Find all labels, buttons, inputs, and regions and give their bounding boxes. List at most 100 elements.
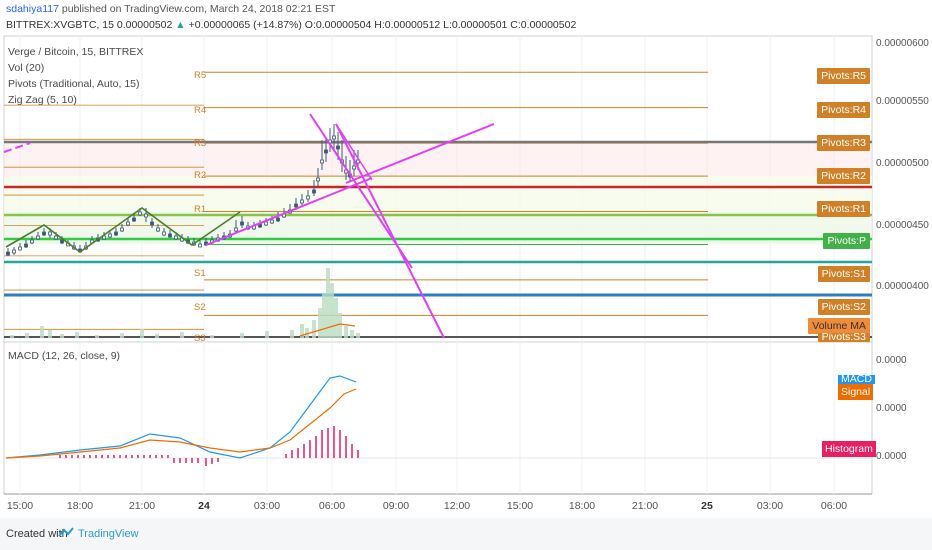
publish-header: sdahiya117 published on TradingView.com,…	[6, 3, 335, 15]
macd-line	[5, 375, 357, 459]
price-tick: 0.00000400	[876, 281, 929, 292]
trendline-peak	[335, 123, 373, 181]
time-tick: 15:00	[6, 500, 34, 512]
volume-bar	[210, 335, 214, 338]
candle-body	[48, 231, 52, 236]
volume-ma-tag: Volume MA	[808, 318, 870, 334]
candle-body	[120, 227, 124, 232]
volume-bar	[350, 330, 354, 338]
pivot-tag-s2: Pivots:S2	[817, 299, 870, 315]
macd-tick: 0.0000	[876, 355, 907, 366]
time-tick: 06:00	[820, 500, 848, 512]
candle-body	[144, 213, 148, 218]
up-arrow-icon: ▲	[175, 19, 186, 31]
candle-body	[138, 211, 142, 216]
volume-bar	[305, 328, 309, 338]
time-tick: 06:00	[318, 500, 346, 512]
volume-bar	[120, 333, 124, 338]
candle-body	[198, 243, 202, 248]
candle-body	[114, 231, 118, 236]
price-tick: 0.00000550	[876, 96, 929, 107]
pivot-tag-s1: Pivots:S1	[817, 266, 870, 282]
pivot-tag-r1: Pivots:R1	[817, 201, 870, 217]
pivot-label-s3: S3	[194, 333, 206, 344]
candle-body	[240, 221, 244, 226]
candle-body	[30, 239, 34, 244]
chart-title-legend: Verge / Bitcoin, 15, BITTREX	[8, 46, 144, 58]
candle-body	[264, 221, 268, 226]
pivot-band-r3-r2	[4, 143, 872, 177]
price-tick: 0.00000450	[876, 220, 929, 231]
candle-body	[108, 233, 112, 238]
pivot-band-r2-r1	[4, 176, 872, 212]
candle-body	[312, 189, 316, 194]
symbol-header: BITTREX:XVGBTC, 15 0.00000502 ▲ +0.00000…	[6, 19, 576, 31]
candle-body	[168, 233, 172, 238]
time-tick: 03:00	[253, 500, 281, 512]
candle-body	[162, 231, 166, 236]
ohlc-values: O:0.00000504 H:0.00000512 L:0.00000501 C…	[304, 19, 577, 31]
last-price: 0.00000502	[116, 19, 173, 31]
volume-bar	[330, 283, 334, 338]
tradingview-logo-icon	[58, 527, 74, 537]
candle-body	[12, 249, 16, 254]
trendline-support	[205, 177, 373, 246]
volume-bar	[312, 320, 316, 338]
time-tick: 21:00	[631, 500, 659, 512]
macd-value-tag: MACD	[838, 375, 875, 384]
volume-bar	[75, 332, 79, 338]
pivot-label-s2: S2	[194, 302, 206, 313]
macd-legend[interactable]: MACD (12, 26, close, 9)	[8, 350, 121, 362]
created-with-label: Created with	[6, 528, 68, 540]
time-tick: 03:00	[756, 500, 784, 512]
volume-bar	[290, 330, 294, 338]
candle-body	[300, 199, 304, 204]
volume-ma-line	[299, 323, 356, 337]
candle-body	[6, 251, 10, 256]
zigzag-legend[interactable]: Zig Zag (5, 10)	[8, 94, 77, 106]
candle-body	[150, 221, 154, 226]
trendline-down-2	[335, 123, 445, 339]
pivot-tag-r5: Pivots:R5	[817, 68, 870, 84]
pivot-tag-r2: Pivots:R2	[817, 168, 870, 184]
candle-body	[54, 235, 58, 240]
main-chart-svg: R5 R4 R3 R2 R1 S1 S2 S3	[3, 35, 873, 495]
candle-body	[332, 135, 336, 140]
pivot-tag-r3: Pivots:R3	[817, 135, 870, 151]
candle-body	[174, 235, 178, 240]
volume-bar	[140, 329, 144, 338]
volume-bar	[25, 333, 29, 338]
candle-body	[276, 217, 280, 222]
volume-bar	[95, 335, 99, 338]
candle-body	[320, 159, 324, 164]
time-tick: 21:00	[128, 500, 156, 512]
candle-body	[294, 203, 298, 208]
candle-body	[36, 235, 40, 240]
volume-bar	[334, 298, 338, 338]
zigzag-line	[5, 207, 241, 253]
volume-bar	[155, 334, 159, 338]
volume-bar	[240, 333, 244, 338]
candle-body	[60, 239, 64, 244]
candle-body	[24, 243, 28, 248]
candle-body	[126, 221, 130, 226]
volume-bar	[326, 268, 330, 338]
pivot-label-r2: R2	[194, 170, 206, 181]
pivot-tag-s3: Pivots:S3	[817, 333, 870, 342]
time-tick: 18:00	[568, 500, 596, 512]
author-link[interactable]: sdahiya117	[6, 3, 59, 15]
pivot-tag-r4: Pivots:R4	[817, 102, 870, 118]
tradingview-brand[interactable]: TradingView	[78, 528, 139, 540]
candle-body	[156, 227, 160, 232]
pivots-legend[interactable]: Pivots (Traditional, Auto, 15)	[8, 78, 140, 90]
signal-value-tag: Signal	[838, 384, 874, 400]
volume-bar	[60, 334, 64, 338]
vol-legend[interactable]: Vol (20)	[8, 62, 45, 74]
candle-body	[18, 246, 22, 251]
candle-body	[336, 145, 340, 150]
time-tick: 15:00	[506, 500, 534, 512]
volume-bar	[338, 313, 342, 338]
pivot-label-r3: R3	[194, 138, 206, 149]
volume-bar	[356, 333, 360, 338]
